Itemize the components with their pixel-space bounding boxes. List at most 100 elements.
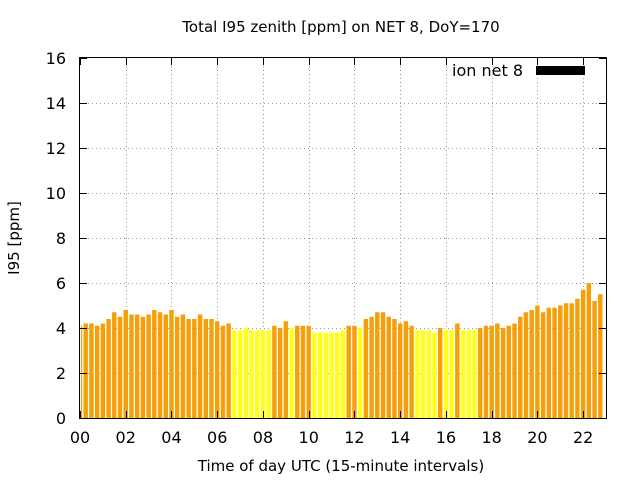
bar [375, 312, 380, 418]
bar [300, 325, 306, 418]
bar [563, 303, 569, 418]
x-tick-label: 02 [116, 428, 136, 447]
x-tick-label: 16 [436, 428, 456, 447]
bar [226, 323, 231, 418]
bar [243, 328, 249, 418]
bar [535, 305, 540, 418]
bar [129, 314, 134, 418]
bar [380, 312, 386, 418]
bar [192, 319, 197, 418]
y-tick-label: 0 [56, 409, 66, 428]
x-tick-labels: 00 02 04 06 08 10 12 14 16 18 20 22 [70, 428, 593, 447]
bar [134, 314, 140, 418]
x-tick-label: 08 [253, 428, 273, 447]
bar [283, 321, 289, 418]
bars [81, 283, 603, 418]
bar [426, 330, 431, 418]
bar [100, 323, 106, 418]
bar [357, 328, 363, 418]
bar [157, 312, 163, 418]
legend-label: ion net 8 [452, 61, 523, 80]
bar [546, 307, 552, 418]
bar [443, 330, 449, 418]
x-tick-label: 06 [207, 428, 227, 447]
bar [397, 323, 403, 418]
bar [249, 330, 254, 418]
bar [237, 330, 243, 418]
plot-frame [79, 57, 607, 419]
bar [329, 332, 334, 418]
bar [306, 325, 311, 418]
legend-swatch [536, 66, 585, 75]
bar [140, 316, 146, 418]
bar [580, 289, 586, 418]
bar [266, 330, 271, 418]
x-tick-label: 14 [390, 428, 410, 447]
bar [363, 319, 369, 418]
bar [392, 319, 397, 418]
bar [449, 330, 454, 418]
bar [214, 321, 220, 418]
bar [432, 332, 437, 418]
chart-title: Total I95 zenith [ppm] on NET 8, DoY=170 [181, 18, 499, 36]
bar [272, 325, 277, 418]
x-tick-label: 04 [161, 428, 181, 447]
bar [123, 310, 128, 418]
bar [506, 325, 512, 418]
bar [512, 323, 517, 418]
bar [180, 314, 186, 418]
bar [346, 325, 351, 418]
bar [403, 321, 409, 418]
y-tick-label: 6 [56, 274, 66, 293]
bar [409, 325, 414, 418]
bar [460, 330, 466, 418]
ticks [80, 58, 606, 419]
x-tick-label: 10 [299, 428, 319, 447]
bar [466, 330, 472, 418]
bar [169, 310, 174, 418]
bar [260, 330, 266, 418]
bar [81, 325, 83, 418]
bar [415, 330, 420, 418]
bar [575, 298, 580, 418]
bar [209, 319, 214, 418]
y-tick-label: 8 [56, 229, 66, 248]
bar [455, 323, 460, 418]
bar [289, 328, 294, 418]
bar [495, 323, 500, 418]
bar [369, 316, 374, 418]
bar [518, 316, 523, 418]
bar [483, 325, 489, 418]
bar [437, 328, 443, 418]
bar [352, 325, 357, 418]
y-tick-label: 10 [46, 184, 66, 203]
bar [335, 332, 340, 418]
bar [472, 330, 477, 418]
x-tick-label: 12 [344, 428, 364, 447]
bar [592, 301, 597, 418]
bar [94, 325, 100, 418]
bar [203, 319, 209, 418]
bar [174, 316, 180, 418]
bar [89, 323, 94, 418]
bar [312, 332, 317, 418]
bar [197, 314, 203, 418]
bar [489, 325, 494, 418]
bar [295, 325, 300, 418]
bar [255, 330, 260, 418]
bar [598, 294, 603, 418]
bar [232, 330, 237, 418]
bar [163, 314, 168, 418]
x-tick-label: 20 [527, 428, 547, 447]
y-tick-label: 16 [46, 49, 66, 68]
bar [152, 310, 157, 418]
bar [558, 305, 563, 418]
bar [523, 312, 529, 418]
bar [146, 314, 151, 418]
bar [83, 323, 88, 418]
bar [552, 307, 557, 418]
bar [386, 316, 391, 418]
y-axis-label: I95 [ppm] [5, 201, 23, 275]
bar [106, 319, 111, 418]
